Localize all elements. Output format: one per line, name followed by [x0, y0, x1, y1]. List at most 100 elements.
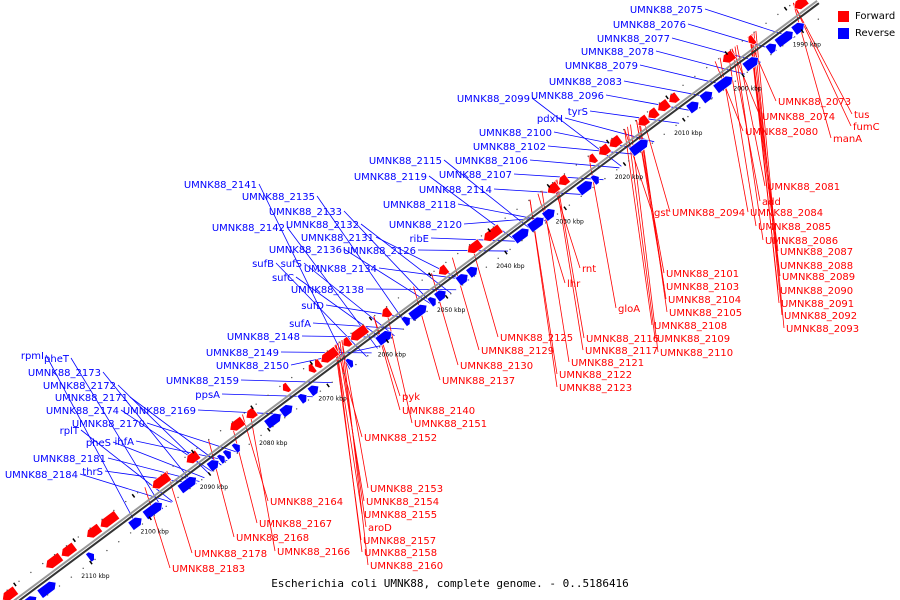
- tick-label: 2030 kbp: [556, 219, 584, 226]
- reverse-gene: [628, 138, 649, 157]
- reverse-gene-label: pdxH: [537, 114, 563, 125]
- gene-features: [2, 0, 810, 600]
- forward-gene: [60, 541, 78, 558]
- reverse-gene-label-line: [129, 396, 222, 466]
- reverse-gene-label-line: [120, 409, 213, 473]
- minor-tick: [236, 452, 239, 454]
- reverse-gene-label: UMNK88_2170: [72, 419, 145, 430]
- minor-tick: [551, 182, 554, 184]
- minor-tick: [604, 177, 606, 180]
- forward-gene-label-line: [231, 422, 258, 524]
- minor-tick: [746, 71, 748, 74]
- reverse-gene-label-line: [553, 131, 644, 151]
- forward-gene-label-line: [792, 2, 853, 115]
- forward-gene-label-line: [627, 126, 656, 339]
- reverse-gene-label: UMNK88_2075: [630, 5, 703, 16]
- reverse-gene-label-line: [70, 357, 163, 510]
- reverse-gene-label: UMNK88_2100: [479, 128, 552, 139]
- reverse-gene-label-line: [258, 183, 351, 370]
- minor-tick: [267, 394, 269, 397]
- minor-tick: [426, 310, 428, 313]
- forward-gene-label: UMNK88_2110: [660, 348, 733, 359]
- minor-tick: [758, 62, 760, 65]
- minor-tick: [445, 261, 447, 264]
- minor-tick: [492, 226, 495, 228]
- minor-tick: [201, 479, 203, 481]
- reverse-gene-label: UMNK88_2107: [439, 170, 512, 181]
- forward-gene-label: UMNK88_2116: [586, 334, 659, 345]
- reverse-gene: [426, 296, 437, 308]
- reverse-gene: [764, 42, 777, 55]
- reverse-gene: [741, 56, 759, 73]
- reverse-gene: [698, 90, 713, 105]
- reverse-gene-label: UMNK88_2099: [457, 94, 530, 105]
- forward-gene: [588, 152, 599, 164]
- minor-tick: [314, 359, 317, 361]
- forward-gene-label-line: [630, 124, 659, 353]
- minor-tick: [765, 22, 767, 25]
- forward-gene-label: UMNK88_2155: [364, 510, 437, 521]
- reverse-gene-label: UMNK88_2132: [286, 220, 359, 231]
- reverse-gene-label: sufD: [301, 301, 324, 312]
- tick-mark: [309, 360, 314, 366]
- forward-gene-label: UMNK88_2073: [778, 97, 851, 108]
- reverse-gene-label: sufB: [252, 259, 274, 270]
- reverse-gene: [278, 404, 294, 419]
- minor-tick: [331, 381, 333, 384]
- minor-tick: [793, 36, 796, 38]
- minor-tick: [741, 40, 744, 42]
- minor-tick: [343, 372, 345, 375]
- legend: Forward Reverse: [838, 8, 895, 42]
- reverse-gene-label: UMNK88_2171: [55, 393, 128, 404]
- reverse-gene-label: UMNK88_2078: [581, 47, 654, 58]
- minor-tick: [468, 244, 471, 246]
- minor-tick: [616, 169, 618, 171]
- gene-labels: UMNK88_2075 UMNK88_2076 UMNK88_2077 UMNK88_…: [5, 5, 880, 575]
- forward-gene: [668, 91, 681, 104]
- reverse-gene-label: UMNK88_2079: [565, 61, 638, 72]
- reverse-gene-label: UMNK88_2181: [33, 454, 106, 465]
- forward-gene-label: tus: [854, 110, 869, 121]
- forward-gene-label: UMNK88_2090: [780, 286, 853, 297]
- reverse-gene-label-line: [589, 110, 680, 124]
- minor-tick: [70, 576, 73, 578]
- reverse-gene: [216, 453, 226, 465]
- forward-gene-label: fumC: [853, 122, 880, 133]
- minor-tick: [611, 137, 613, 140]
- genome-axis: [13, 0, 820, 600]
- genome-caption: Escherichia coli UMNK88, complete genome…: [271, 577, 629, 590]
- reverse-gene: [205, 459, 220, 473]
- forward-gene-label: UMNK88_2084: [750, 208, 823, 219]
- reverse-gene-label: UMNK88_2173: [28, 368, 101, 379]
- minor-tick: [58, 585, 61, 587]
- minor-tick: [658, 102, 661, 104]
- forward-gene-label: UMNK88_2092: [784, 311, 857, 322]
- tick-mark: [72, 538, 76, 543]
- forward-gene-label: UMNK88_2140: [402, 406, 475, 417]
- reverse-gene-label: UMNK88_2148: [227, 332, 300, 343]
- minor-tick: [556, 213, 559, 215]
- tick-mark: [148, 516, 152, 521]
- forward-gene: [45, 551, 65, 569]
- reverse-gene-label-line: [493, 188, 584, 195]
- minor-tick: [248, 443, 250, 446]
- minor-tick: [528, 199, 530, 202]
- forward-gene-label: UMNK88_2085: [758, 222, 831, 233]
- minor-tick: [414, 319, 416, 322]
- reverse-gene: [589, 174, 600, 186]
- forward-gene-label: UMNK88_2183: [172, 564, 245, 575]
- forward-gene-label-line: [624, 128, 653, 213]
- forward-gene: [483, 223, 504, 242]
- forward-gene-label: UMNK88_2130: [460, 361, 533, 372]
- reverse-gene-label-line: [605, 94, 696, 112]
- minor-tick: [710, 98, 713, 100]
- reverse-gene: [712, 75, 733, 94]
- forward-gene-label-line: [727, 51, 757, 227]
- reverse-gene: [221, 449, 232, 461]
- forward-gene-label: UMNK88_2121: [571, 358, 644, 369]
- forward-gene-label-line: [736, 44, 766, 187]
- minor-tick: [789, 4, 791, 7]
- minor-tick: [409, 288, 412, 290]
- tick-mark: [266, 427, 271, 432]
